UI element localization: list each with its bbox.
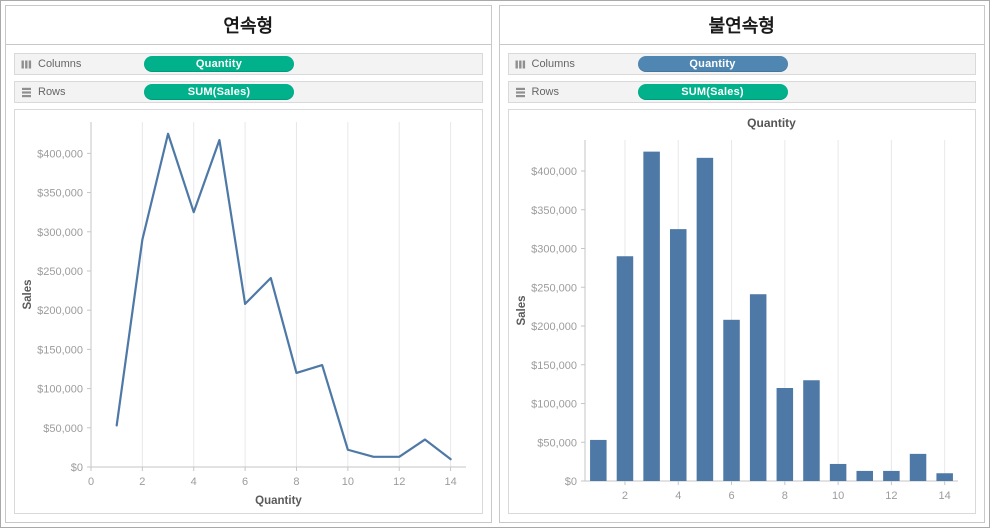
rows-shelf-left[interactable]: Rows SUM(Sales) <box>14 81 483 103</box>
columns-shelf-label: Columns <box>531 58 575 70</box>
columns-icon <box>21 59 32 70</box>
line-chart-svg: $0 $50,000 $100,000 $150,000 $200,000 $250,00… <box>22 122 466 507</box>
svg-text:14: 14 <box>444 476 456 488</box>
svg-text:Sales: Sales <box>22 279 34 309</box>
svg-text:Quantity: Quantity <box>747 116 796 130</box>
svg-text:Sales: Sales <box>516 295 528 325</box>
svg-text:0: 0 <box>88 476 94 488</box>
svg-text:$250,000: $250,000 <box>37 266 83 278</box>
svg-text:$50,000: $50,000 <box>43 423 83 435</box>
svg-text:$400,000: $400,000 <box>37 148 83 160</box>
svg-text:$300,000: $300,000 <box>531 244 577 256</box>
svg-text:$200,000: $200,000 <box>531 321 577 333</box>
continuous-line-chart[interactable]: $0 $50,000 $100,000 $150,000 $200,000 $250,00… <box>14 109 483 514</box>
svg-text:10: 10 <box>342 476 354 488</box>
svg-text:$350,000: $350,000 <box>37 188 83 200</box>
svg-text:$350,000: $350,000 <box>531 205 577 217</box>
svg-text:10: 10 <box>831 490 843 502</box>
svg-text:12: 12 <box>885 490 897 502</box>
svg-text:6: 6 <box>242 476 248 488</box>
columns-icon <box>515 59 526 70</box>
panel-continuous-body: Columns Quantity Rows SUM(Sales) $0 $50,0… <box>6 45 491 522</box>
panel-continuous: 연속형 Columns Quantity <box>5 5 492 523</box>
rows-icon <box>21 87 32 98</box>
svg-text:2: 2 <box>621 490 627 502</box>
svg-text:$200,000: $200,000 <box>37 305 83 317</box>
svg-text:4: 4 <box>191 476 197 488</box>
svg-text:12: 12 <box>393 476 405 488</box>
rows-icon <box>515 87 526 98</box>
panel-discrete-title: 불연속형 <box>499 6 984 45</box>
columns-pill-quantity-discrete[interactable]: Quantity <box>637 56 788 72</box>
columns-shelf-right[interactable]: Columns Quantity <box>507 53 976 75</box>
columns-pill-quantity[interactable]: Quantity <box>144 56 294 72</box>
svg-text:$400,000: $400,000 <box>531 166 577 178</box>
svg-text:Quantity: Quantity <box>255 495 302 507</box>
svg-text:$250,000: $250,000 <box>531 282 577 294</box>
svg-text:6: 6 <box>728 490 734 502</box>
columns-shelf-label: Columns <box>38 58 82 70</box>
panel-continuous-title: 연속형 <box>6 6 491 45</box>
svg-text:$50,000: $50,000 <box>537 437 577 449</box>
bar-chart-svg: $0 $50,000 $100,000 $150,000 $200,000 $250,00… <box>516 116 958 502</box>
svg-text:$0: $0 <box>564 476 576 488</box>
rows-shelf-right[interactable]: Rows SUM(Sales) <box>507 81 976 103</box>
rows-shelf-label: Rows <box>531 86 560 98</box>
svg-text:$150,000: $150,000 <box>37 344 83 356</box>
columns-shelf-left[interactable]: Columns Quantity <box>14 53 483 75</box>
svg-text:14: 14 <box>938 490 950 502</box>
svg-text:$100,000: $100,000 <box>531 399 577 411</box>
svg-text:4: 4 <box>675 490 681 502</box>
svg-text:$0: $0 <box>71 462 83 474</box>
svg-text:$100,000: $100,000 <box>37 384 83 396</box>
svg-text:8: 8 <box>781 490 787 502</box>
panel-discrete: 불연속형 Columns Quantity <box>498 5 985 523</box>
svg-text:2: 2 <box>139 476 145 488</box>
panel-discrete-body: Columns Quantity Rows SUM(Sales) $0 $50,0… <box>500 45 985 522</box>
rows-pill-sum-sales-discrete[interactable]: SUM(Sales) <box>637 84 788 100</box>
rows-pill-sum-sales[interactable]: SUM(Sales) <box>144 84 294 100</box>
svg-text:$150,000: $150,000 <box>531 360 577 372</box>
discrete-bar-chart[interactable]: $0 $50,000 $100,000 $150,000 $200,000 $250,00… <box>507 109 976 514</box>
svg-text:8: 8 <box>293 476 299 488</box>
svg-text:$300,000: $300,000 <box>37 227 83 239</box>
rows-shelf-label: Rows <box>38 86 66 98</box>
